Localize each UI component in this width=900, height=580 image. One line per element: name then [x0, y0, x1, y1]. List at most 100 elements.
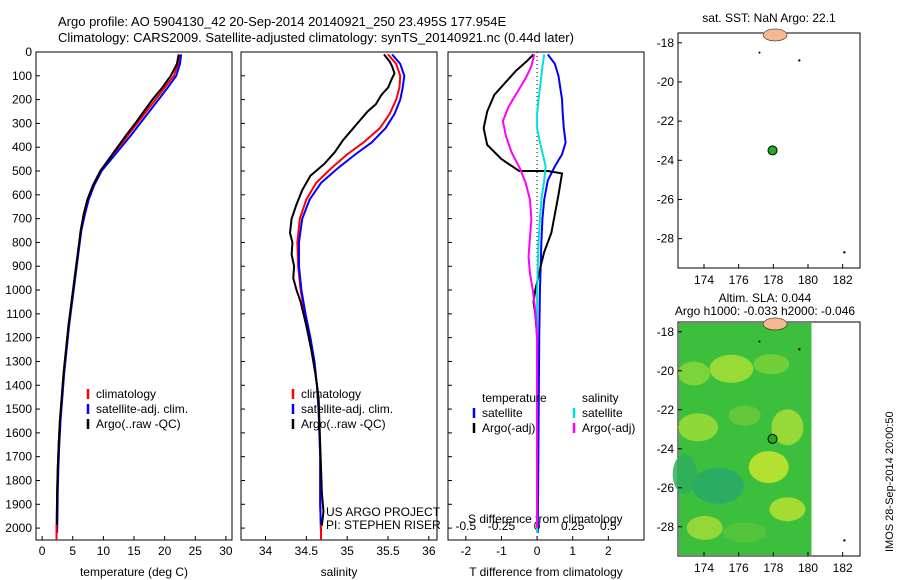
land-islet — [798, 348, 801, 351]
diff-series-line — [501, 54, 539, 529]
sla-anomaly-patch — [748, 451, 789, 484]
sla-anomaly-patch — [678, 413, 719, 442]
map-ytick-label: -26 — [657, 481, 675, 495]
depth-tick-label: 1300 — [5, 354, 32, 368]
depth-tick-label: 1600 — [5, 426, 32, 440]
salinity-panel: 34 34.5 35 35.5 36 salinity climatologysatelli… — [240, 51, 441, 579]
depth-tick-label: 400 — [12, 140, 32, 154]
sal-xtick-label: 34 — [259, 544, 273, 558]
land-islet — [798, 59, 801, 62]
depth-tick-label: 1000 — [5, 283, 32, 297]
land-fiji — [762, 28, 788, 42]
depth-tick-label: 600 — [12, 188, 32, 202]
map-xtick-label: 180 — [798, 273, 818, 287]
diff-top-axis-label: S difference from climatology — [468, 512, 623, 526]
argo-location-marker — [767, 433, 778, 444]
temp-xtick-label: 0 — [39, 544, 46, 558]
depth-tick-label: 0 — [25, 45, 32, 59]
map-ytick-label: -18 — [657, 36, 675, 50]
depth-tick-label: 300 — [12, 116, 32, 130]
temp-legend-label: satellite-adj. clim. — [96, 402, 188, 416]
diff-xtick-label: 1 — [569, 544, 576, 558]
temp-xtick-label: 20 — [158, 544, 172, 558]
map-ytick-label: -22 — [657, 114, 675, 128]
diff-series-line — [536, 53, 567, 533]
map-ytick-label: -20 — [657, 364, 675, 378]
temp-xtick-label: 15 — [127, 544, 141, 558]
depth-tick-label: 1500 — [5, 402, 32, 416]
temp-series-line — [55, 54, 180, 529]
depth-tick-label: 1700 — [5, 450, 32, 464]
map-ytick-label: -24 — [657, 442, 675, 456]
diff-xlabel: T difference from climatology — [469, 565, 623, 579]
depth-tick-label: 700 — [12, 212, 32, 226]
diff-legend-label: temperature — [482, 391, 547, 405]
sst-map-panel: sat. SST: NaN Argo: 22.1 174 176 178 180 182 -… — [657, 11, 861, 287]
diff-xtick-label: -1 — [496, 544, 507, 558]
sal-legend-label: climatology — [301, 387, 361, 401]
temp-xtick-label: 5 — [69, 544, 76, 558]
depth-tick-label: 800 — [12, 235, 32, 249]
land-islet — [758, 51, 761, 54]
diff-legend-label: Argo(-adj) — [482, 421, 535, 435]
depth-tick-label: 1200 — [5, 331, 32, 345]
sla-anomaly-patch — [769, 497, 806, 522]
sla-anomaly-patch — [722, 522, 767, 543]
temperature-panel: 0 5 10 15 20 25 30 temperature (deg C) 0 100 200 30… — [5, 45, 233, 579]
map-xtick-label: 176 — [729, 273, 749, 287]
sal-xtick-label: 34.5 — [295, 544, 319, 558]
sal-series-line — [288, 53, 396, 526]
header-line-2: Climatology: CARS2009. Satellite-adjuste… — [58, 30, 574, 45]
diff-legend-label: Argo(-adj) — [582, 421, 635, 435]
diff-xtick-label: 2 — [605, 544, 612, 558]
map-xtick-label: 178 — [763, 561, 783, 575]
diff-xtick-label: 0 — [534, 544, 541, 558]
map-ytick-label: -28 — [657, 520, 675, 534]
sal-legend-label: Argo(..raw -QC) — [301, 417, 386, 431]
sla-anomaly-patch — [771, 409, 804, 446]
diff-top-tick-label: -0.25 — [488, 519, 516, 533]
depth-tick-label: 100 — [12, 69, 32, 83]
header-line-1: Argo profile: AO 5904130_42 20-Sep-2014 … — [58, 14, 506, 29]
map-title: sat. SST: NaN Argo: 22.1 — [702, 11, 836, 25]
sal-annotation: US ARGO PROJECT — [326, 505, 441, 519]
map-xtick-label: 174 — [694, 273, 714, 287]
map-title: Altim. SLA: 0.044 — [719, 291, 812, 305]
sal-xtick-label: 36 — [422, 544, 436, 558]
depth-tick-label: 1800 — [5, 473, 32, 487]
difference-panel: -2 -1 0 1 2 T difference from climatology -0.5… — [447, 51, 645, 579]
diff-top-tick-label: 0.25 — [561, 519, 585, 533]
map-ytick-label: -26 — [657, 192, 675, 206]
diff-legend-label: salinity — [582, 391, 619, 405]
depth-tick-label: 1100 — [6, 307, 32, 321]
sla-anomaly-patch — [678, 361, 711, 386]
sla-anomaly-patch — [686, 515, 723, 540]
temp-xtick-label: 25 — [189, 544, 203, 558]
temp-legend-label: Argo(..raw -QC) — [96, 417, 181, 431]
depth-tick-label: 900 — [12, 259, 32, 273]
diff-top-tick-label: -0.5 — [455, 519, 476, 533]
sal-legend-label: satellite-adj. clim. — [301, 402, 393, 416]
depth-tick-label: 2000 — [5, 521, 32, 535]
map-xtick-label: 174 — [694, 561, 714, 575]
sla-anomaly-patch — [692, 467, 745, 504]
map-ytick-label: -24 — [657, 153, 675, 167]
temp-xtick-label: 10 — [97, 544, 111, 558]
imos-timestamp: IMOS 28-Sep-2014 20:00:50 — [884, 411, 896, 552]
depth-tick-label: 500 — [12, 164, 32, 178]
sal-annotation: PI: STEPHEN RISER — [326, 518, 441, 532]
temp-legend-label: climatology — [96, 387, 156, 401]
map-xtick-label: 182 — [833, 561, 853, 575]
sla-anomaly-patch — [753, 354, 790, 375]
sla-anomaly-patch — [728, 405, 761, 426]
map-xtick-label: 178 — [763, 273, 783, 287]
land-islet — [843, 251, 846, 254]
map-ytick-label: -28 — [657, 232, 675, 246]
sla-anomaly-patch — [709, 354, 754, 383]
land-fiji — [762, 317, 788, 331]
diff-xtick-label: -2 — [460, 544, 471, 558]
map-ytick-label: -20 — [657, 75, 675, 89]
argo-location-marker — [767, 145, 778, 156]
